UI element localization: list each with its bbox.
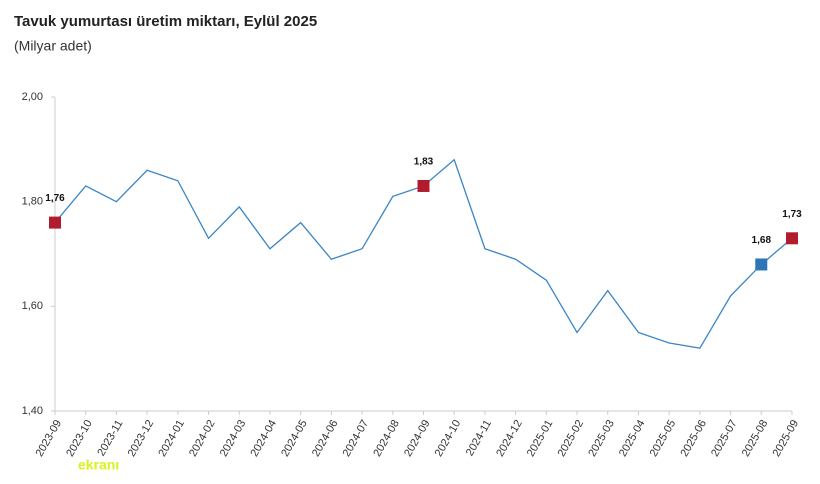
- marker: [755, 258, 768, 271]
- x-tick-label: 2025-03: [586, 418, 617, 459]
- x-tick-label: 2024-11: [464, 418, 494, 458]
- x-tick-label: 2023-11: [95, 418, 125, 458]
- x-tick-label: 2025-02: [556, 418, 587, 459]
- marker: [786, 232, 798, 245]
- x-tick-label: 2024-12: [494, 418, 525, 459]
- watermark: ekranı: [78, 457, 119, 473]
- data-label: 1,83: [414, 157, 434, 168]
- x-tick-label: 2024-04: [248, 418, 279, 459]
- x-tick-label: 2024-09: [402, 418, 433, 459]
- x-tick-label: 2024-08: [371, 418, 402, 459]
- x-tick-label: 2025-07: [709, 418, 740, 459]
- x-tick-label: 2024-10: [433, 418, 464, 459]
- x-tick-label: 2024-06: [310, 418, 341, 459]
- y-tick-label: 1,40: [22, 405, 43, 417]
- marker: [49, 216, 61, 229]
- data-label: 1,68: [752, 235, 772, 246]
- x-tick-label: 2025-08: [740, 418, 771, 459]
- x-tick-label: 2024-03: [218, 418, 249, 459]
- x-tick-label: 2025-09: [771, 418, 802, 459]
- x-tick-label: 2025-04: [617, 418, 648, 459]
- chart-title: Tavuk yumurtası üretim miktarı, Eylül 20…: [14, 13, 317, 30]
- y-tick-label: 2,00: [22, 91, 43, 103]
- x-tick-label: 2024-05: [279, 418, 310, 459]
- x-tick-label: 2023-09: [34, 418, 65, 459]
- y-tick-label: 1,80: [22, 196, 43, 208]
- x-tick-label: 2025-05: [648, 418, 679, 459]
- x-tick-label: 2023-12: [126, 418, 157, 459]
- data-label: 1,73: [782, 209, 802, 220]
- x-tick-label: 2023-10: [64, 418, 95, 459]
- x-tick-label: 2024-01: [156, 418, 187, 459]
- x-tick-label: 2024-02: [187, 418, 218, 459]
- x-tick-label: 2024-07: [341, 418, 372, 459]
- x-tick-label: 2025-06: [678, 418, 709, 459]
- x-tick-label: 2025-01: [525, 418, 556, 459]
- marker: [417, 179, 430, 192]
- y-tick-label: 1,60: [22, 300, 43, 312]
- data-label: 1,76: [45, 193, 65, 204]
- chart-subtitle: (Milyar adet): [14, 38, 92, 54]
